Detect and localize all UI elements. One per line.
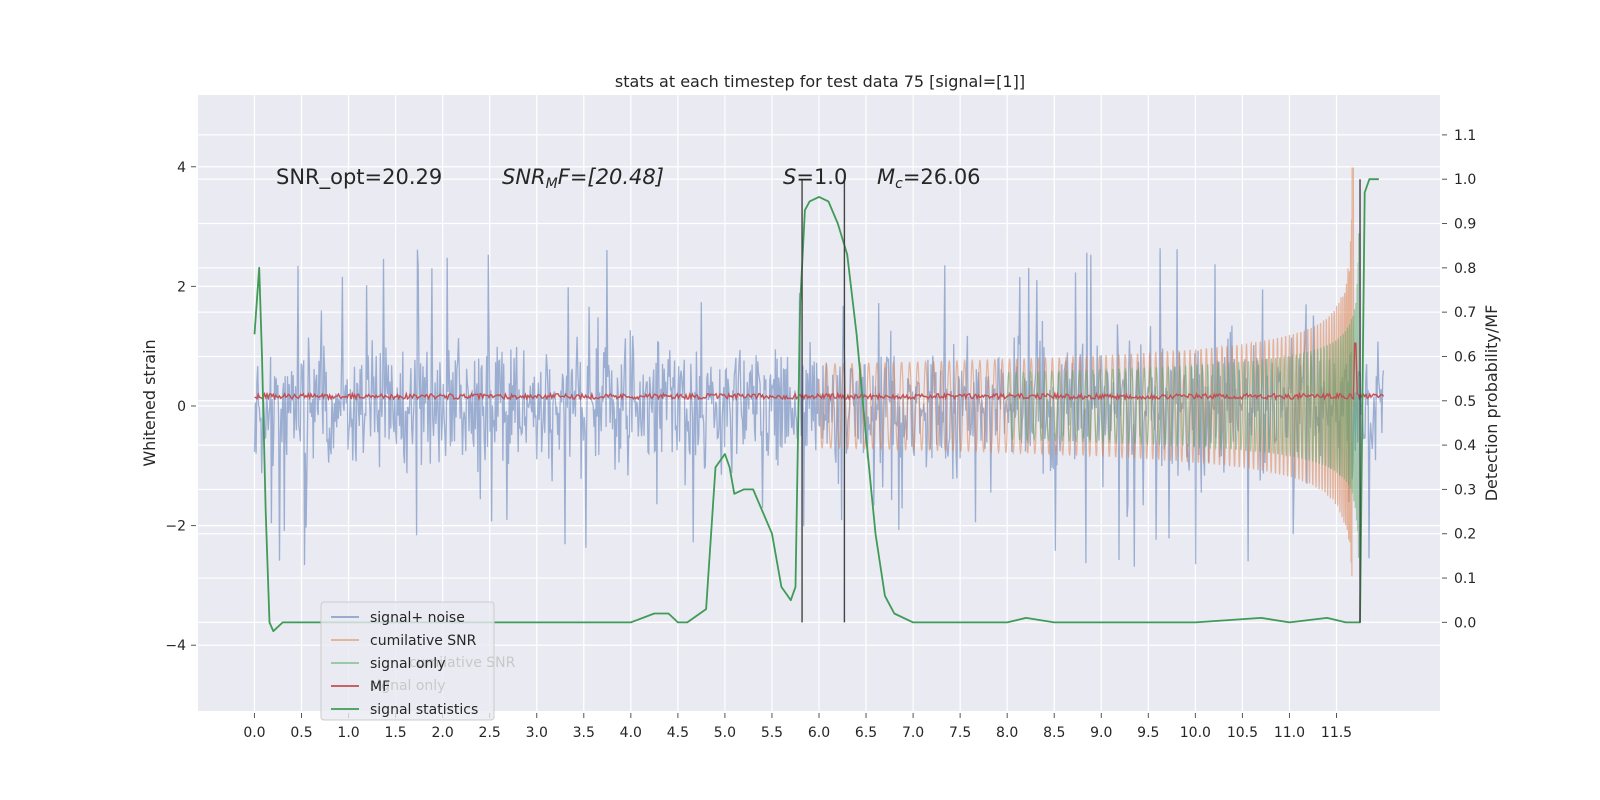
y-tick-label-right: 0.6	[1454, 349, 1476, 365]
x-tick-label: 10.0	[1180, 725, 1211, 741]
annotation-s-main: S	[783, 165, 796, 189]
series-mf	[254, 342, 1385, 402]
y-tick-label-left: 4	[177, 160, 186, 176]
x-tick-label: 0.0	[243, 725, 265, 741]
y-tick-label-right: 0.4	[1454, 438, 1476, 454]
y-tick-label-right: 0.7	[1454, 305, 1476, 321]
x-tick-label: 3.0	[526, 725, 548, 741]
annotation-mc-main: M	[877, 165, 895, 189]
legend-label: signal+ noise	[370, 610, 465, 626]
x-tick-label: 8.0	[996, 725, 1018, 741]
x-tick-label: 11.5	[1321, 725, 1352, 741]
y-tick-label-right: 0.8	[1454, 261, 1476, 277]
y-tick-label-right: 0.5	[1454, 394, 1476, 410]
annotation-mc: Mc=26.06	[877, 165, 981, 192]
y-tick-label-left: 2	[177, 279, 186, 295]
legend-label: signal statistics	[370, 702, 478, 718]
legend-ghost-signal: signal only	[370, 678, 445, 694]
annotation-snr-opt: SNR_opt=20.29	[276, 165, 442, 190]
series-signal-noise	[253, 248, 1385, 567]
annotation-snr-mf: SNRMF=[20.48]	[502, 165, 664, 192]
y-tick-label-right: 0.3	[1454, 482, 1476, 498]
ticks-layer: 0.0 0.5 1.0 1.5 2.0 2.5 3.0 3.5 4.0 4.5 5.0 5.5 6.0 6…	[165, 128, 1476, 741]
x-tick-label: 7.0	[902, 725, 924, 741]
legend-label: signal only	[370, 656, 445, 672]
markers-layer	[801, 179, 1361, 623]
x-tick-label: 10.5	[1227, 725, 1258, 741]
chart-title: stats at each timestep for test data 75 …	[615, 72, 1025, 91]
annotation-snr-mf-sub: M	[546, 176, 558, 192]
annotation-snr-mf-main: SNR	[502, 165, 546, 189]
x-tick-label: 8.5	[1043, 725, 1065, 741]
y-axis-left-title: Whitened strain	[140, 339, 159, 466]
x-tick-label: 5.0	[714, 725, 736, 741]
x-tick-label: 1.5	[384, 725, 406, 741]
annotation-mc-sub: c	[895, 176, 903, 192]
y-tick-label-left: −2	[165, 519, 186, 535]
x-tick-label: 11.0	[1274, 725, 1305, 741]
y-tick-label-right: 0.1	[1454, 571, 1476, 587]
annotation-snr-mf-rest: F=[20.48]	[558, 165, 664, 189]
series-signal-statistics	[253, 178, 1379, 633]
y-tick-label-left: 0	[177, 399, 186, 415]
annotation-s: S=1.0	[783, 165, 847, 189]
x-tick-label: 2.5	[479, 725, 501, 741]
y-tick-label-right: 1.1	[1454, 128, 1476, 144]
legend-ghost-snr: cumilative SNR	[409, 655, 516, 671]
y-tick-label-right: 0.0	[1454, 615, 1476, 631]
legend: cumilative SNR signal only signal+ noise…	[320, 601, 516, 721]
x-tick-label: 7.5	[949, 725, 971, 741]
series-signal-only	[1006, 233, 1363, 558]
annotation-mc-rest: =26.06	[903, 165, 981, 189]
series-layer	[253, 167, 1385, 633]
y-tick-label-right: 1.0	[1454, 172, 1476, 188]
legend-box	[320, 601, 495, 721]
x-tick-label: 1.0	[337, 725, 359, 741]
x-tick-label: 3.5	[573, 725, 595, 741]
y-tick-label-left: −4	[165, 638, 186, 654]
annotation-s-rest: =1.0	[796, 165, 847, 189]
x-tick-label: 9.0	[1090, 725, 1112, 741]
y-tick-label-right: 0.9	[1454, 217, 1476, 233]
x-tick-label: 4.5	[667, 725, 689, 741]
legend-label: cumilative SNR	[370, 633, 477, 649]
x-tick-label: 0.5	[290, 725, 312, 741]
x-tick-label: 2.0	[432, 725, 454, 741]
x-tick-label: 5.5	[761, 725, 783, 741]
x-tick-label: 4.0	[620, 725, 642, 741]
y-tick-label-right: 0.2	[1454, 527, 1476, 543]
legend-label: MF	[370, 679, 390, 695]
y-axis-right-title: Detection probability/MF	[1482, 305, 1501, 502]
x-tick-label: 6.5	[855, 725, 877, 741]
x-tick-label: 9.5	[1137, 725, 1159, 741]
x-tick-label: 6.0	[808, 725, 830, 741]
